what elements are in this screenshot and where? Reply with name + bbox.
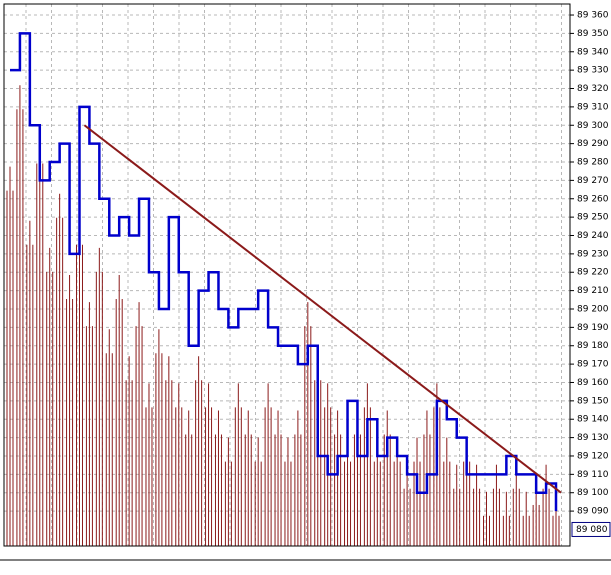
y-tick-label: 89 160 bbox=[577, 378, 609, 388]
y-tick-label: 89 090 bbox=[577, 507, 609, 517]
y-tick-label: 89 180 bbox=[577, 341, 609, 351]
plot-frame bbox=[3, 3, 571, 547]
y-tick-label: 89 330 bbox=[577, 66, 609, 76]
last-price-box bbox=[571, 521, 611, 537]
y-tick-label: 89 190 bbox=[577, 323, 609, 333]
y-tick-label: 89 360 bbox=[577, 11, 609, 21]
y-tick-label: 89 280 bbox=[577, 158, 609, 168]
y-tick-label: 89 150 bbox=[577, 396, 609, 406]
y-tick-label: 89 300 bbox=[577, 121, 609, 131]
y-tick-label: 89 100 bbox=[577, 488, 609, 498]
price-line bbox=[10, 32, 558, 512]
y-tick-label: 89 320 bbox=[577, 84, 609, 94]
y-tick-label: 89 210 bbox=[577, 286, 609, 296]
y-tick-label: 89 270 bbox=[577, 176, 609, 186]
y-tick-label: 89 130 bbox=[577, 433, 609, 443]
y-tick-label: 89 260 bbox=[577, 194, 609, 204]
y-tick-label: 89 290 bbox=[577, 139, 609, 149]
y-tick-label: 89 250 bbox=[577, 213, 609, 223]
trendline bbox=[83, 124, 562, 494]
last-price-label: 89 080 bbox=[576, 525, 608, 535]
y-tick-label: 89 220 bbox=[577, 268, 609, 278]
y-tick-label: 89 120 bbox=[577, 451, 609, 461]
y-tick-label: 89 340 bbox=[577, 47, 609, 57]
y-tick-label: 89 350 bbox=[577, 29, 609, 39]
y-tick-label: 89 110 bbox=[577, 470, 609, 480]
y-tick-label: 89 170 bbox=[577, 360, 609, 370]
y-tick-label: 89 230 bbox=[577, 249, 609, 259]
y-tick-label: 89 240 bbox=[577, 231, 609, 241]
y-tick-label: 89 310 bbox=[577, 102, 609, 112]
y-tick-label: 89 140 bbox=[577, 415, 609, 425]
y-tick-label: 89 200 bbox=[577, 304, 609, 314]
